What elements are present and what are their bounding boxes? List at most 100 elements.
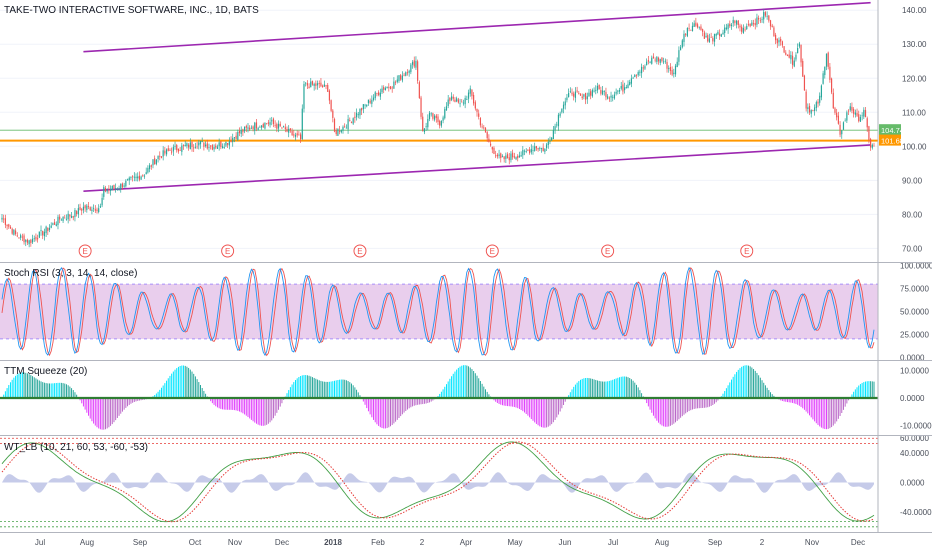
time-axis-tick: Jul (35, 538, 45, 547)
candle-body (186, 143, 188, 147)
candle-body (328, 90, 331, 101)
candle-body (108, 188, 110, 190)
candle-body (462, 102, 465, 104)
earnings-marker-label: E (490, 247, 495, 256)
candle-body (259, 126, 261, 128)
candle-body (659, 59, 661, 63)
candle-body (564, 101, 566, 106)
candle-body (595, 89, 597, 91)
candle-body (94, 209, 96, 211)
candle-body (93, 207, 95, 209)
stoch-axis-tick: 0.0000 (900, 353, 925, 362)
earnings-marker-icon (78, 244, 92, 258)
candle-body (174, 145, 176, 147)
candle-body (586, 96, 588, 100)
candle-body (181, 145, 183, 152)
candle-body (644, 66, 646, 69)
candle-body (264, 122, 266, 129)
time-axis-tick: Nov (805, 538, 819, 547)
candle-body (758, 17, 760, 20)
candle-body (37, 238, 39, 240)
candle-body (566, 97, 568, 101)
price-label-box (879, 134, 901, 146)
candle-body (335, 130, 337, 135)
candle-body (756, 17, 758, 25)
candle-body (182, 145, 185, 146)
candle-body (374, 92, 376, 99)
candle-body (520, 155, 522, 157)
candle-body (381, 88, 383, 93)
time-axis-tick: May (507, 538, 522, 547)
candle-body (125, 180, 127, 187)
candle-body (571, 92, 573, 95)
candle-body (508, 157, 510, 161)
candle-body (837, 115, 839, 124)
candle-body (28, 240, 30, 245)
candle-body (868, 126, 870, 140)
candle-body (617, 90, 619, 92)
candle-body (403, 74, 405, 76)
candle-body (318, 83, 320, 84)
candle-body (858, 114, 860, 122)
candle-body (26, 239, 29, 243)
candle-body (411, 62, 414, 65)
candle-body (452, 96, 454, 99)
candle-body (423, 128, 426, 133)
candle-body (199, 140, 202, 145)
candle-body (296, 133, 298, 136)
candle-body (640, 66, 643, 74)
candle-body (70, 215, 73, 218)
channel-upper-line (83, 1, 871, 53)
candle-body (688, 27, 690, 29)
candle-body (77, 208, 79, 215)
candle-body (157, 155, 159, 160)
candle-body (140, 176, 142, 180)
candle-body (213, 146, 215, 150)
price-axis-tick: 90.00 (902, 176, 923, 185)
candle-body (386, 86, 388, 89)
candle-body (364, 104, 366, 106)
time-axis-tick: Sep (708, 538, 723, 547)
candle-body (247, 127, 249, 129)
candle-body (841, 130, 843, 135)
candle-body (179, 150, 181, 151)
candle-body (785, 52, 787, 55)
candle-body (454, 99, 456, 102)
candle-body (171, 151, 173, 153)
candle-body (38, 231, 40, 238)
candle-body (700, 26, 702, 30)
candle-body (724, 27, 726, 34)
candle-body (741, 26, 743, 32)
candle-body (188, 144, 190, 148)
ttm-squeeze-title: TTM Squeeze (20) (4, 366, 87, 377)
candle-body (3, 218, 5, 220)
candle-body (579, 94, 582, 96)
candle-body (221, 146, 224, 149)
candle-body (551, 137, 553, 141)
candle-body (352, 118, 354, 124)
candle-body (254, 122, 256, 131)
candle-body (786, 54, 789, 56)
candle-body (647, 60, 649, 62)
candle-body (422, 116, 424, 131)
candle-body (315, 83, 317, 86)
candle-body (272, 118, 275, 124)
candle-body (657, 57, 660, 62)
candle-body (819, 95, 821, 103)
candle-body (622, 84, 624, 92)
candle-body (535, 146, 537, 149)
candle-body (47, 227, 49, 231)
candle-body (471, 89, 473, 97)
candle-body (16, 235, 18, 237)
candle-body (469, 88, 471, 94)
candle-body (661, 57, 663, 62)
earnings-marker-icon (353, 244, 367, 258)
candle-body (793, 60, 795, 67)
candle-body (308, 86, 310, 89)
candle-body (561, 108, 563, 113)
candle-body (491, 146, 493, 150)
candle-body (379, 92, 381, 97)
candle-body (479, 118, 482, 126)
candle-body (601, 90, 604, 95)
candle-body (413, 60, 415, 67)
